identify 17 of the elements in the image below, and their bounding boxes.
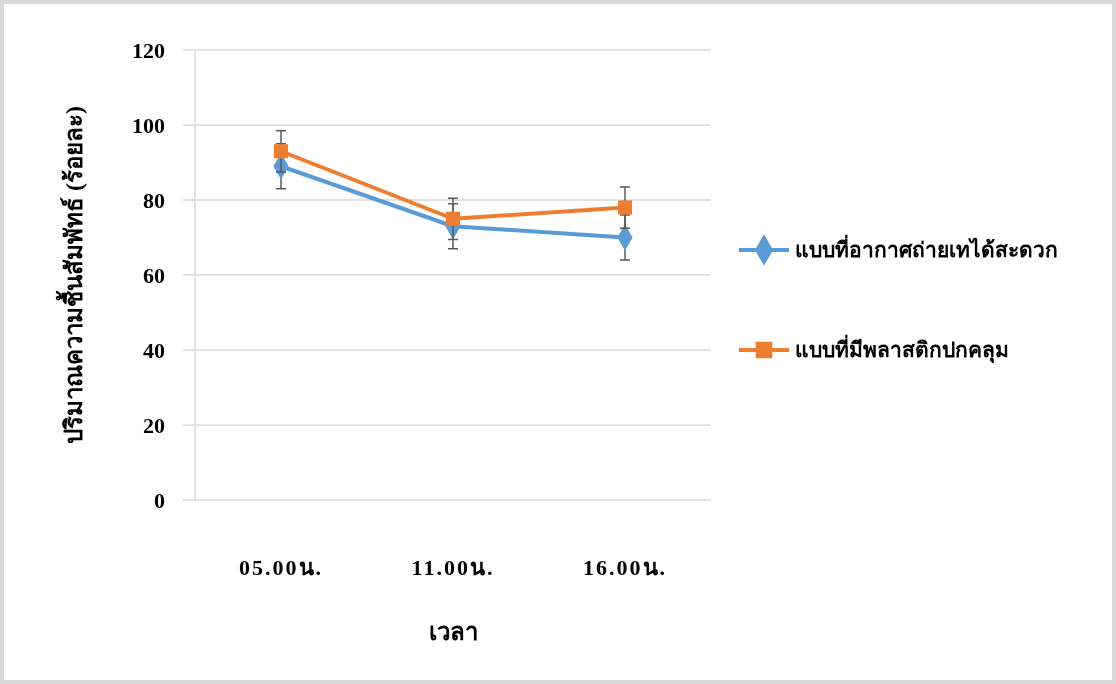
- legend-label: แบบที่มีพลาสติกปกคลุม: [795, 334, 1009, 365]
- y-tick-label: 20: [143, 412, 165, 438]
- y-tick-label: 80: [143, 187, 165, 213]
- legend-label: แบบที่อากาศถ่ายเทได้สะดวก: [795, 234, 1058, 263]
- x-tick-label: 16.00น.: [583, 555, 667, 580]
- y-tick-label: 120: [132, 37, 165, 63]
- x-tick-label: 11.00น.: [411, 555, 495, 580]
- point: [617, 200, 633, 215]
- x-tick-label: 05.00น.: [239, 555, 323, 580]
- point: [445, 211, 461, 226]
- y-axis-title: ปริมาณความชื้นสัมพัทธ์ (ร้อยละ): [55, 106, 87, 444]
- y-tick-label: 0: [154, 487, 165, 513]
- y-tick-label: 40: [143, 337, 165, 363]
- y-tick-label: 100: [132, 112, 165, 138]
- x-axis-title: เวลา: [428, 619, 478, 645]
- point: [273, 144, 289, 159]
- y-tick-label: 60: [143, 262, 165, 288]
